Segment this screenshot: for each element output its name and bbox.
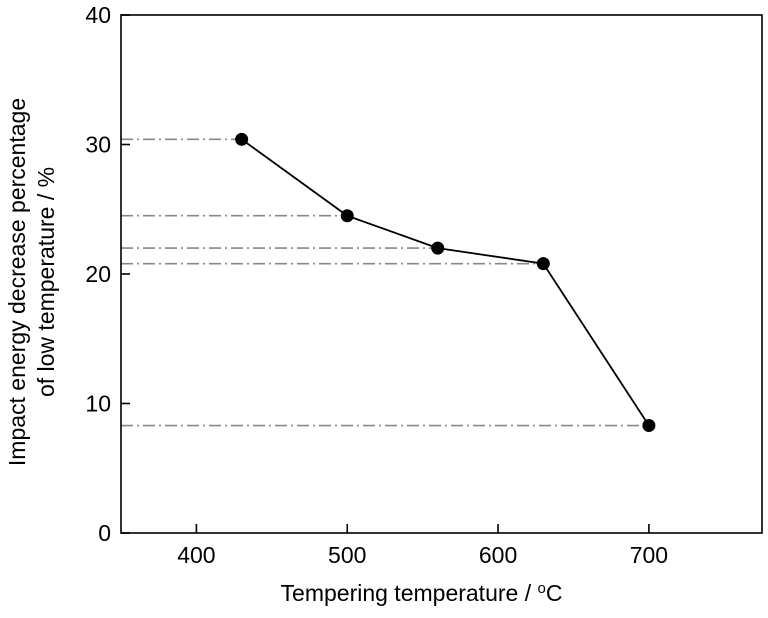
reference-lines <box>121 138 649 427</box>
plot-frame <box>120 14 763 534</box>
series-lines <box>241 138 650 427</box>
data-point <box>536 257 550 271</box>
data-point <box>642 419 656 433</box>
x-tick-label: 400 <box>177 542 215 568</box>
x-axis-title: Tempering temperature / oC <box>281 580 563 607</box>
x-tick-label: 700 <box>630 542 668 568</box>
series-line-segment <box>542 263 650 427</box>
x-tick-label: 600 <box>479 542 517 568</box>
x-tick-label: 500 <box>328 542 366 568</box>
y-tick-label: 40 <box>85 2 111 28</box>
y-axis-title-line2: of low temperature / % <box>33 167 59 397</box>
axis-ticks <box>121 14 650 534</box>
y-tick-label: 10 <box>85 391 111 417</box>
y-axis-title: Impact energy decrease percentage of low… <box>4 98 59 466</box>
series-line-segment <box>346 214 439 249</box>
y-tick-label: 30 <box>85 132 111 158</box>
y-axis-title-line1: Impact energy decrease percentage <box>4 98 30 466</box>
data-point <box>340 209 354 223</box>
series-line-segment <box>241 138 348 217</box>
series-line-segment <box>437 247 544 265</box>
y-tick-label: 0 <box>98 520 111 546</box>
y-tick-label: 20 <box>85 261 111 287</box>
tick-labels: 400 500 600 700 0 10 20 30 40 <box>85 2 668 568</box>
data-point <box>431 241 445 255</box>
data-point <box>235 132 249 146</box>
series-points <box>235 132 656 433</box>
